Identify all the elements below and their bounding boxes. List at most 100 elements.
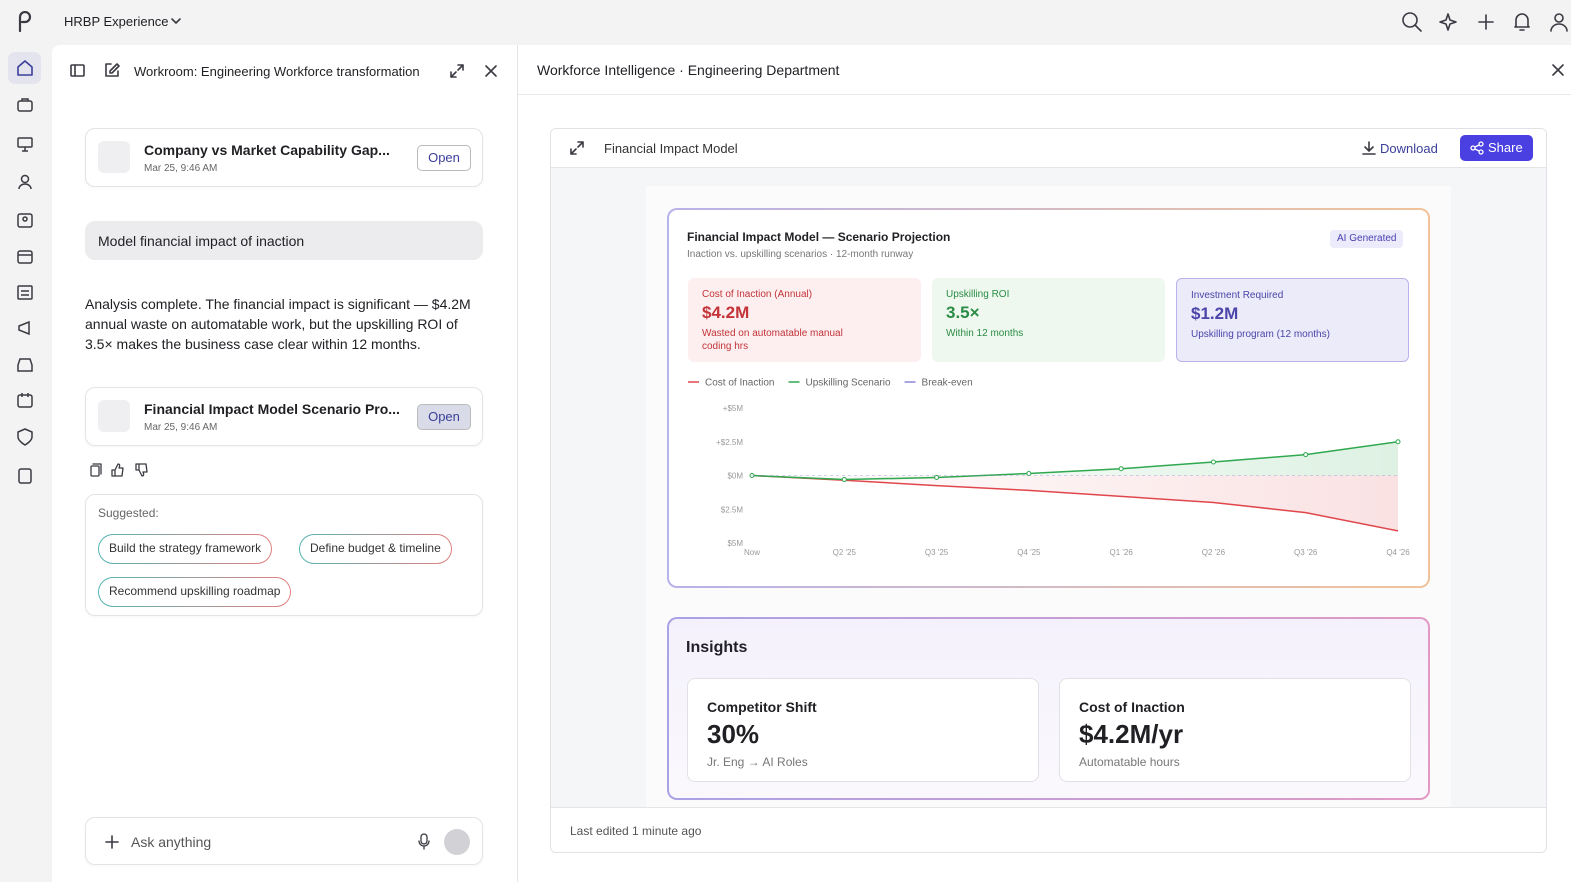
open-button[interactable]: Open: [417, 145, 471, 171]
send-button[interactable]: [444, 829, 470, 855]
data-point: [841, 477, 847, 483]
kpi-label: Upskilling ROI: [946, 289, 1010, 300]
panel-icon[interactable]: [70, 63, 86, 79]
insight-note: Jr. Eng → AI Roles: [707, 755, 808, 769]
chart-card: [667, 208, 1430, 588]
document-header: Financial Impact Model Download Share: [551, 129, 1546, 168]
artifact-card[interactable]: Financial Impact Model Scenario Pro... M…: [85, 387, 483, 446]
kpi-value: $1.2M: [1191, 304, 1239, 323]
share-button[interactable]: Share: [1460, 135, 1533, 161]
kpi-value: $4.2M: [702, 303, 750, 322]
x-tick-label: Q3 '25: [925, 548, 949, 557]
close-icon[interactable]: [484, 64, 498, 78]
download-button[interactable]: Download: [1380, 141, 1438, 156]
document-footer: Last edited 1 minute ago: [551, 807, 1546, 852]
suggestion-chip[interactable]: Recommend upskilling roadmap: [98, 577, 291, 607]
download-icon[interactable]: [1362, 141, 1376, 155]
input-placeholder[interactable]: Ask anything: [131, 834, 212, 850]
kpi-label: Cost of Inaction (Annual): [702, 289, 813, 300]
brand[interactable]: HRBP Experience: [64, 14, 169, 29]
x-tick-label: Q3 '26: [1294, 548, 1318, 557]
data-point: [1118, 466, 1124, 472]
expand-icon[interactable]: [449, 63, 465, 79]
doc-icon: [98, 141, 130, 173]
workroom-panel: Workroom: Engineering Workforce transfor…: [52, 45, 518, 882]
artifact-card[interactable]: Company vs Market Capability Gap... Mar …: [85, 128, 483, 187]
card-time: Mar 25, 9:46 AM: [144, 163, 218, 174]
chevron: [171, 18, 181, 24]
kpi-note: Within 12 months: [946, 328, 1024, 339]
insight-label: Cost of Inaction: [1079, 699, 1185, 715]
kpi-card: Investment Required $1.2M Upskilling progr…: [1176, 278, 1409, 362]
ai-badge: AI Generated: [1330, 230, 1404, 248]
data-point: [1303, 452, 1309, 458]
series-line: [751, 474, 1399, 532]
panel-title: Workforce Intelligence · Engineering Dep…: [537, 62, 840, 78]
add-icon[interactable]: [1476, 12, 1496, 32]
assistant-response: Analysis complete. The financial impact …: [85, 296, 471, 352]
area-fill: [752, 475, 1398, 531]
sidebar: [0, 45, 52, 882]
x-tick-label: Now: [744, 548, 760, 557]
kpi-label: Investment Required: [1191, 290, 1284, 301]
series-line: [751, 441, 1399, 481]
plus-icon[interactable]: [105, 835, 119, 849]
bell-icon[interactable]: [1512, 11, 1532, 33]
search-icon[interactable]: [1401, 11, 1423, 33]
x-tick-label: Q1 '26: [1109, 548, 1133, 557]
legend-label: Break-even: [922, 378, 973, 389]
y-tick-label: +$2.5M: [716, 438, 743, 447]
document-title: Financial Impact Model: [604, 141, 738, 156]
open-button[interactable]: Open: [417, 404, 471, 430]
home-icon[interactable]: [16, 59, 34, 77]
suggestion-chip[interactable]: Define budget & timeline: [299, 534, 452, 564]
legend-label: Upskilling Scenario: [805, 378, 890, 389]
suggestions-box: Suggested: Build the strategy framework …: [85, 494, 483, 616]
card-title: Financial Impact Model Scenario Pro...: [144, 401, 400, 417]
insight-note: Automatable hours: [1079, 755, 1180, 769]
x-tick-label: Q2 '26: [1202, 548, 1226, 557]
kpi-note: Upskilling program (12 months): [1191, 329, 1330, 340]
user-icon[interactable]: [1549, 11, 1569, 33]
data-point: [1210, 459, 1216, 465]
chart-title: Financial Impact Model — Scenario Projec…: [687, 230, 951, 244]
expand-icon[interactable]: [569, 140, 585, 156]
kpi-card: Cost of Inaction (Annual) $4.2M Wasted on …: [688, 278, 921, 362]
data-point: [934, 475, 940, 481]
kpi-value: 3.5×: [946, 303, 980, 322]
sparkle-icon[interactable]: [1438, 12, 1458, 32]
kpi-note: Wasted on automatable manual coding hrs: [702, 328, 843, 352]
last-edited: Last edited 1 minute ago: [570, 824, 702, 838]
card-time: Mar 25, 9:46 AM: [144, 422, 218, 433]
chat-input[interactable]: Ask anything: [85, 817, 483, 865]
chart-subtitle: Inaction vs. upskilling scenarios · 12-m…: [687, 249, 914, 260]
edit-icon[interactable]: [104, 62, 120, 78]
mic-icon[interactable]: [417, 833, 431, 851]
workroom-title: Workroom: Engineering Workforce transfor…: [134, 64, 420, 79]
suggestion-chip[interactable]: Build the strategy framework: [98, 534, 272, 564]
close-icon[interactable]: [1551, 63, 1565, 77]
x-tick-label: Q4 '26: [1386, 548, 1410, 557]
insight: Cost of Inaction $4.2M/yr Automatable hour…: [1059, 678, 1411, 782]
nav-active: [8, 52, 41, 84]
insights-title: Insights: [686, 639, 748, 656]
share-icon: [1470, 141, 1484, 155]
nav-icons[interactable]: [16, 97, 34, 497]
y-tick-label: $0M: [727, 472, 743, 481]
y-tick-label: $2.5M: [721, 505, 744, 514]
insight-label: Competitor Shift: [707, 699, 817, 715]
doc-icon: [98, 400, 130, 432]
data-point: [1026, 470, 1032, 476]
insight: Competitor Shift 30% Jr. Eng → AI Roles: [687, 678, 1039, 782]
user-prompt: Model financial impact of inaction: [85, 221, 483, 260]
legend-label: Cost of Inaction: [705, 378, 774, 389]
y-tick-label: +$5M: [723, 404, 744, 413]
feedback-icons[interactable]: [88, 462, 158, 478]
data-point: [1395, 439, 1401, 445]
divider: [518, 94, 1571, 95]
top-bar: HRBP Experience: [0, 0, 1571, 45]
y-tick-label: $5M: [727, 539, 743, 548]
x-tick-label: Q2 '25: [833, 548, 857, 557]
